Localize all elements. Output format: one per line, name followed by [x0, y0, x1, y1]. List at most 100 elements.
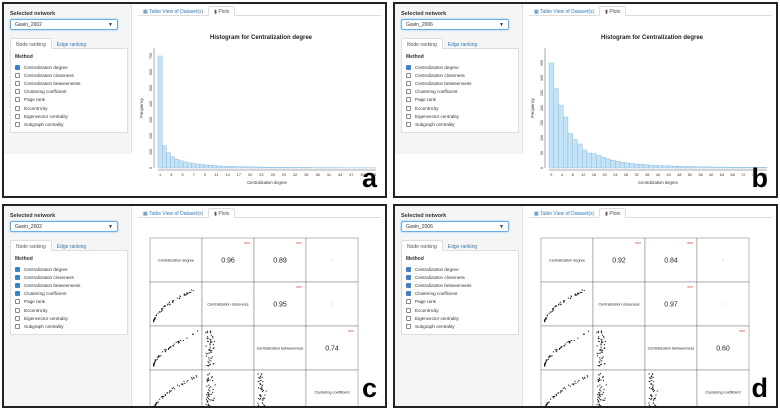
method-checkbox[interactable] — [15, 274, 20, 280]
method-checkbox[interactable] — [406, 266, 411, 272]
method-option[interactable]: Page rank — [406, 96, 514, 104]
method-checkbox[interactable] — [15, 80, 20, 86]
tab-edge-ranking[interactable]: Edge ranking — [56, 244, 87, 250]
method-option[interactable]: Subgraph centrality — [15, 322, 123, 330]
method-checkbox[interactable] — [406, 80, 411, 86]
matrix-cell — [644, 369, 698, 406]
tab-plots[interactable]: ▮ Plots — [599, 208, 627, 218]
matrix-cell — [644, 325, 698, 371]
method-checkbox[interactable] — [15, 105, 20, 111]
method-checkbox[interactable] — [406, 89, 411, 95]
histogram-bar — [199, 164, 205, 169]
tab-node-ranking[interactable]: Node ranking — [401, 240, 443, 251]
method-checkbox[interactable] — [406, 274, 411, 280]
network-select[interactable]: Gavin_2002 ▼ — [10, 19, 118, 30]
method-checkbox[interactable] — [406, 105, 411, 111]
tab-table-view[interactable]: ▦ Table View of Dataset(s) — [138, 7, 208, 17]
network-select[interactable]: Gavin_2006 ▼ — [401, 19, 509, 30]
method-checkbox[interactable] — [15, 266, 20, 272]
tab-plots[interactable]: ▮ Plots — [599, 6, 627, 16]
method-checkbox[interactable] — [406, 291, 411, 297]
method-checkbox[interactable] — [15, 282, 20, 288]
network-select[interactable]: Gavin_2002 ▼ — [10, 221, 118, 232]
method-checkbox[interactable] — [15, 299, 20, 305]
scatter-point — [648, 387, 651, 389]
tab-edge-ranking[interactable]: Edge ranking — [447, 42, 478, 48]
method-option[interactable]: Subgraph centrality — [406, 322, 514, 330]
scatter-point — [258, 377, 260, 379]
method-checkbox[interactable] — [406, 323, 411, 329]
tab-plots-label: Plots — [218, 9, 230, 15]
method-checkbox[interactable] — [15, 72, 20, 78]
method-option[interactable]: Clustering coefficient — [406, 290, 514, 298]
method-option[interactable]: Clustering coefficient — [406, 88, 514, 96]
method-checkbox[interactable] — [15, 97, 20, 103]
method-checkbox[interactable] — [406, 72, 411, 78]
method-option[interactable]: Subgraph centrality — [406, 120, 514, 128]
method-checkbox[interactable] — [406, 97, 411, 103]
method-option[interactable]: Eccentricity — [15, 104, 123, 112]
tab-plots[interactable]: ▮ Plots — [208, 6, 236, 16]
method-checkbox[interactable] — [406, 299, 411, 305]
method-checkbox[interactable] — [15, 307, 20, 313]
histogram-bar — [600, 156, 607, 169]
tab-plots[interactable]: ▮ Plots — [208, 208, 236, 218]
method-option[interactable]: Centralization degree — [15, 63, 123, 71]
method-checkbox[interactable] — [15, 64, 20, 70]
scatter-point — [603, 335, 605, 338]
method-option[interactable]: Eigenvector centrality — [15, 314, 123, 322]
method-option[interactable]: Eccentricity — [15, 306, 123, 314]
method-checkbox[interactable] — [406, 315, 411, 321]
method-list: Centralization degree Centralization clos… — [406, 265, 514, 331]
histogram-bar — [624, 162, 630, 169]
tab-node-ranking[interactable]: Node ranking — [401, 38, 443, 49]
scatter-point — [160, 355, 162, 357]
tab-table-view-label: Table View of Dataset(s) — [149, 9, 204, 15]
tab-node-ranking[interactable]: Node ranking — [10, 240, 52, 251]
method-option[interactable]: Clustering coefficient — [15, 290, 123, 298]
method-option[interactable]: Eigenvector centrality — [15, 112, 123, 120]
method-checkbox[interactable] — [15, 291, 20, 297]
method-option[interactable]: Eigenvector centrality — [406, 112, 514, 120]
method-option[interactable]: Centralization closeness — [15, 273, 123, 281]
method-option[interactable]: Centralization closeness — [15, 71, 123, 79]
empty-cell-dot — [722, 303, 724, 305]
method-option[interactable]: Page rank — [15, 96, 123, 104]
method-checkbox[interactable] — [15, 121, 20, 127]
method-option[interactable]: Centralization degree — [406, 265, 514, 273]
method-checkbox[interactable] — [406, 121, 411, 127]
method-checkbox[interactable] — [406, 282, 411, 288]
method-option[interactable]: Eigenvector centrality — [406, 314, 514, 322]
method-checkbox[interactable] — [15, 323, 20, 329]
network-select[interactable]: Gavin_2006 ▼ — [401, 221, 509, 232]
tab-node-ranking[interactable]: Node ranking — [10, 38, 52, 49]
tab-edge-ranking[interactable]: Edge ranking — [56, 42, 87, 48]
method-checkbox[interactable] — [15, 113, 20, 119]
method-option[interactable]: Page rank — [406, 298, 514, 306]
method-checkbox[interactable] — [406, 307, 411, 313]
method-option[interactable]: Eccentricity — [406, 306, 514, 314]
method-option-label: Centralization betweenness — [24, 282, 81, 288]
tab-edge-ranking[interactable]: Edge ranking — [447, 244, 478, 250]
method-checkbox[interactable] — [15, 315, 20, 321]
histogram-bar — [653, 165, 659, 169]
method-option[interactable]: Centralization betweenness — [406, 281, 514, 289]
method-option[interactable]: Subgraph centrality — [15, 120, 123, 128]
tab-table-view[interactable]: ▦ Table View of Dataset(s) — [529, 209, 599, 219]
method-option[interactable]: Centralization betweenness — [15, 79, 123, 87]
method-option[interactable]: Centralization degree — [406, 63, 514, 71]
method-option[interactable]: Centralization betweenness — [406, 79, 514, 87]
method-checkbox[interactable] — [15, 89, 20, 95]
method-checkbox[interactable] — [406, 64, 411, 70]
method-option[interactable]: Centralization degree — [15, 265, 123, 273]
method-option[interactable]: Centralization closeness — [406, 71, 514, 79]
method-option-label: Eccentricity — [24, 307, 48, 313]
method-checkbox[interactable] — [406, 113, 411, 119]
method-option[interactable]: Clustering coefficient — [15, 88, 123, 96]
method-option[interactable]: Centralization betweenness — [15, 281, 123, 289]
method-option[interactable]: Page rank — [15, 298, 123, 306]
method-option[interactable]: Eccentricity — [406, 104, 514, 112]
tab-table-view[interactable]: ▦ Table View of Dataset(s) — [138, 209, 208, 219]
tab-table-view[interactable]: ▦ Table View of Dataset(s) — [529, 7, 599, 17]
method-option[interactable]: Centralization closeness — [406, 273, 514, 281]
